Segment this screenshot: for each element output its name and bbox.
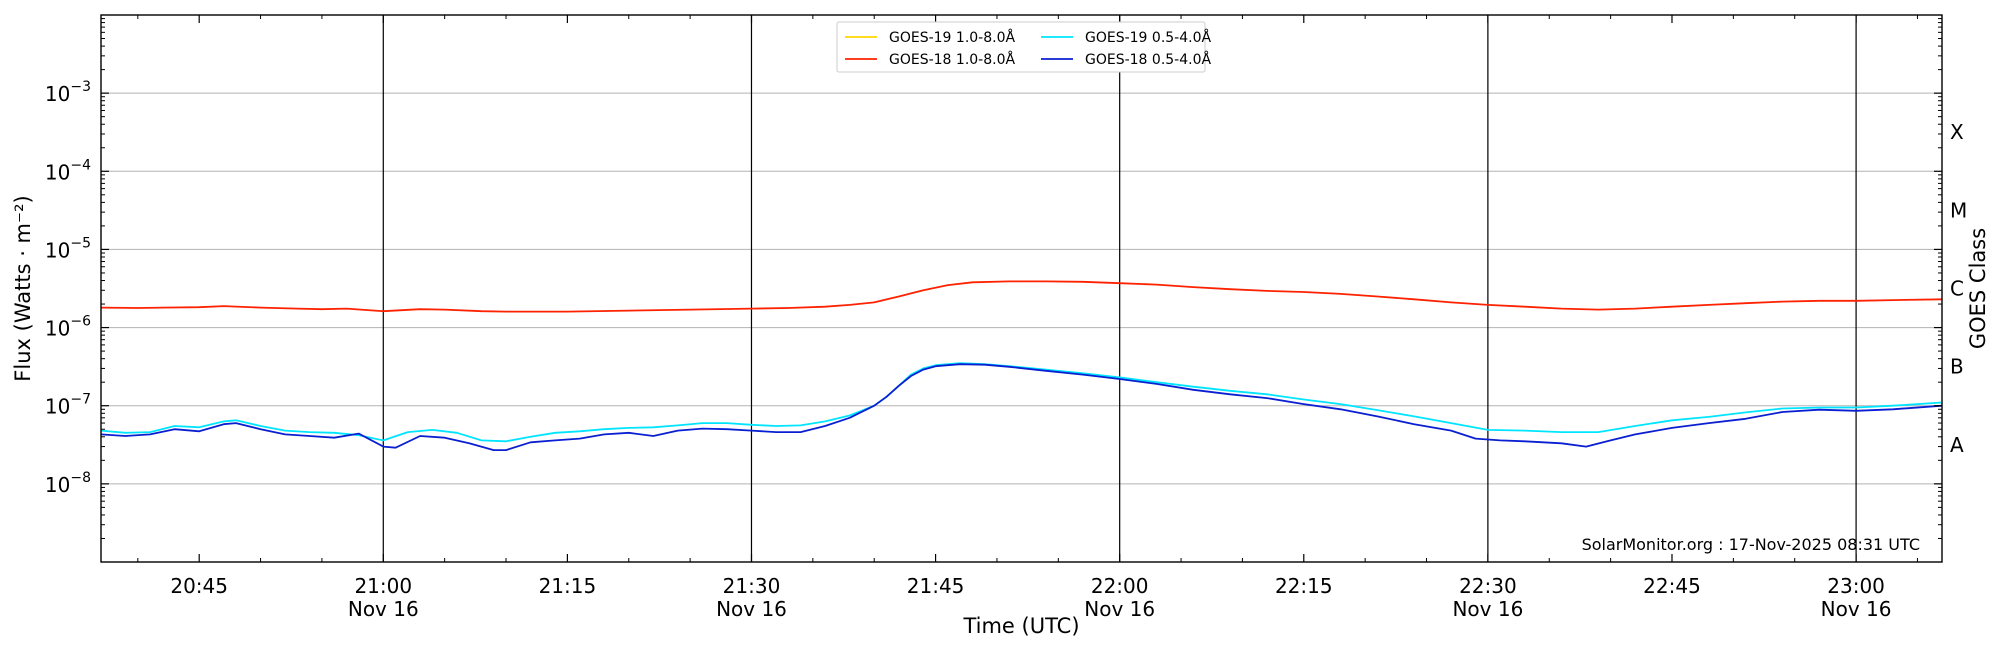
x-tick-label: 20:45 (170, 574, 228, 598)
y-tick-label: 10−5 (45, 235, 91, 262)
legend-label: GOES-18 1.0-8.0Å (889, 51, 1015, 68)
x-tick-date-label: Nov 16 (1452, 597, 1523, 621)
goes-class-label: X (1950, 120, 1964, 144)
legend-label: GOES-19 1.0-8.0Å (889, 29, 1015, 46)
x-tick-label: 21:30 (723, 574, 781, 598)
x-tick-label: 21:00 (354, 574, 412, 598)
legend-label: GOES-19 0.5-4.0Å (1085, 29, 1211, 46)
x-axis-title: Time (UTC) (962, 614, 1079, 638)
goes-class-label: B (1950, 355, 1964, 379)
y-tick-label: 10−3 (45, 79, 91, 106)
vertical-day-lines (382, 15, 1857, 562)
x-tick-label: 22:15 (1275, 574, 1333, 598)
goes-class-label: A (1950, 433, 1964, 457)
goes-class-labels: X M C B A (1950, 120, 1967, 457)
legend-label: GOES-18 0.5-4.0Å (1085, 51, 1211, 68)
grid (101, 92, 1942, 485)
x-tick-label: 21:15 (539, 574, 597, 598)
x-tick-label: 22:45 (1643, 574, 1701, 598)
credit-text: SolarMonitor.org : 17-Nov-2025 08:31 UTC (1582, 535, 1920, 554)
y-tick-label: 10−4 (45, 157, 91, 184)
series-line-3 (100, 363, 1943, 451)
y-axis-ticks: 10−3 10−4 10−5 10−6 10−7 10−8 (45, 18, 1942, 539)
x-tick-date-label: Nov 16 (348, 597, 419, 621)
x-tick-date-label: Nov 16 (716, 597, 787, 621)
x-tick-label: 23:00 (1827, 574, 1885, 598)
x-tick-label: 21:45 (907, 574, 965, 598)
x-tick-label: 22:00 (1091, 574, 1149, 598)
x-tick-date-label: Nov 16 (1084, 597, 1155, 621)
y-tick-label: 10−8 (45, 470, 91, 497)
plot-frame (100, 14, 1943, 563)
goes-class-label: M (1950, 198, 1967, 222)
series-lines (100, 280, 1943, 451)
series-line-1 (100, 280, 1943, 313)
legend: GOES-19 1.0-8.0Å GOES-18 1.0-8.0Å GOES-19 … (836, 21, 1211, 73)
legend-box (836, 21, 1206, 73)
goes-class-label: C (1950, 277, 1964, 301)
x-tick-label: 22:30 (1459, 574, 1517, 598)
y-axis-title: Flux (Watts · m⁻²) (11, 195, 35, 381)
y-tick-label: 10−7 (45, 392, 91, 419)
y-tick-label: 10−6 (45, 314, 91, 341)
right-axis-title: GOES Class (1966, 228, 1990, 349)
x-tick-date-label: Nov 16 (1821, 597, 1892, 621)
